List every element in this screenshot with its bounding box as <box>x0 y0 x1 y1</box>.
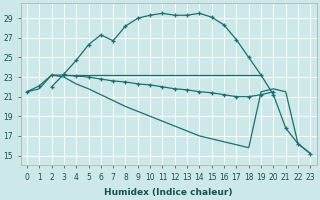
X-axis label: Humidex (Indice chaleur): Humidex (Indice chaleur) <box>104 188 233 197</box>
